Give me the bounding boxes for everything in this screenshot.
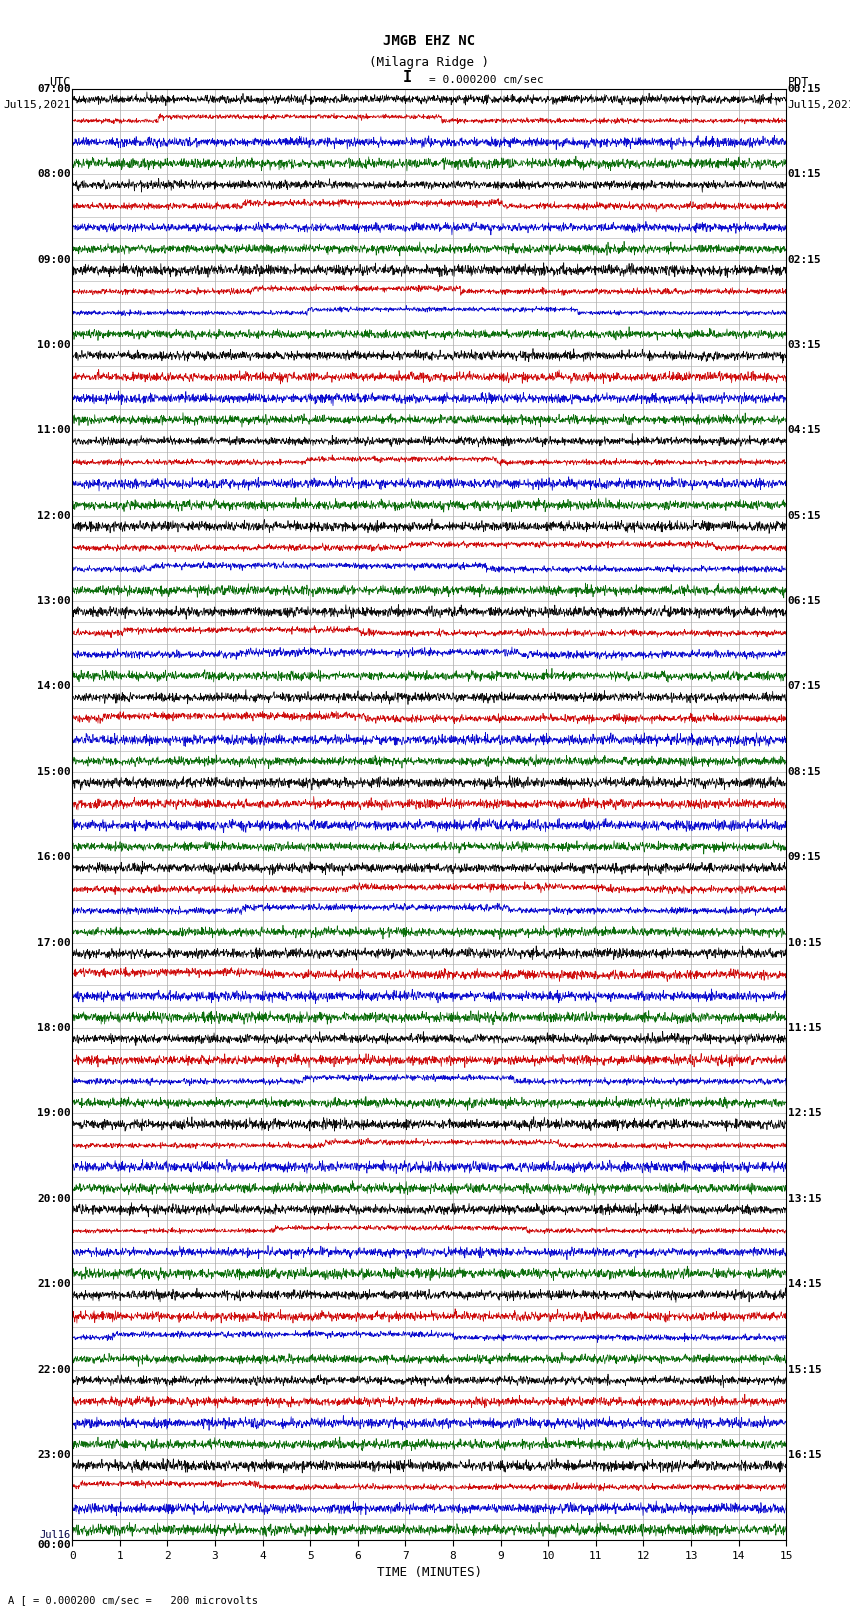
Text: 04:15: 04:15 (788, 426, 821, 436)
Text: 07:15: 07:15 (788, 681, 821, 692)
Text: 08:15: 08:15 (788, 766, 821, 777)
Text: 09:00: 09:00 (37, 255, 71, 265)
Text: 10:00: 10:00 (37, 340, 71, 350)
Text: 01:15: 01:15 (788, 169, 821, 179)
Text: 20:00: 20:00 (37, 1194, 71, 1203)
Text: Jul15,2021: Jul15,2021 (788, 89, 850, 110)
Text: Jul16: Jul16 (40, 1531, 71, 1540)
Text: Jul15,2021: Jul15,2021 (3, 89, 71, 110)
Text: 21:00: 21:00 (37, 1279, 71, 1289)
Text: 08:00: 08:00 (37, 169, 71, 179)
Text: 16:00: 16:00 (37, 852, 71, 863)
Text: 10:15: 10:15 (788, 937, 821, 948)
Text: 12:15: 12:15 (788, 1108, 821, 1118)
Text: UTC: UTC (49, 76, 71, 89)
Text: 14:00: 14:00 (37, 681, 71, 692)
Text: 06:15: 06:15 (788, 597, 821, 606)
Text: 07:00: 07:00 (37, 84, 71, 94)
Text: I: I (403, 71, 412, 85)
Text: 19:00: 19:00 (37, 1108, 71, 1118)
Text: (Milagra Ridge ): (Milagra Ridge ) (369, 56, 490, 69)
Text: 09:15: 09:15 (788, 852, 821, 863)
Text: 13:00: 13:00 (37, 597, 71, 606)
Text: 11:15: 11:15 (788, 1023, 821, 1032)
Text: 14:15: 14:15 (788, 1279, 821, 1289)
Text: JMGB EHZ NC: JMGB EHZ NC (383, 34, 475, 48)
Text: 15:15: 15:15 (788, 1365, 821, 1374)
Text: 13:15: 13:15 (788, 1194, 821, 1203)
Text: 22:00: 22:00 (37, 1365, 71, 1374)
Text: 16:15: 16:15 (788, 1450, 821, 1460)
Text: 02:15: 02:15 (788, 255, 821, 265)
Text: 17:00: 17:00 (37, 937, 71, 948)
Text: 12:00: 12:00 (37, 511, 71, 521)
Text: 00:00: 00:00 (37, 1540, 71, 1550)
Text: PDT: PDT (788, 76, 809, 89)
Text: 11:00: 11:00 (37, 426, 71, 436)
Text: 05:15: 05:15 (788, 511, 821, 521)
Text: 18:00: 18:00 (37, 1023, 71, 1032)
Text: 00:15: 00:15 (788, 84, 821, 94)
Text: 03:15: 03:15 (788, 340, 821, 350)
Text: A [ = 0.000200 cm/sec =   200 microvolts: A [ = 0.000200 cm/sec = 200 microvolts (8, 1595, 258, 1605)
X-axis label: TIME (MINUTES): TIME (MINUTES) (377, 1566, 482, 1579)
Text: 23:00: 23:00 (37, 1450, 71, 1460)
Text: = 0.000200 cm/sec: = 0.000200 cm/sec (429, 76, 544, 85)
Text: 15:00: 15:00 (37, 766, 71, 777)
